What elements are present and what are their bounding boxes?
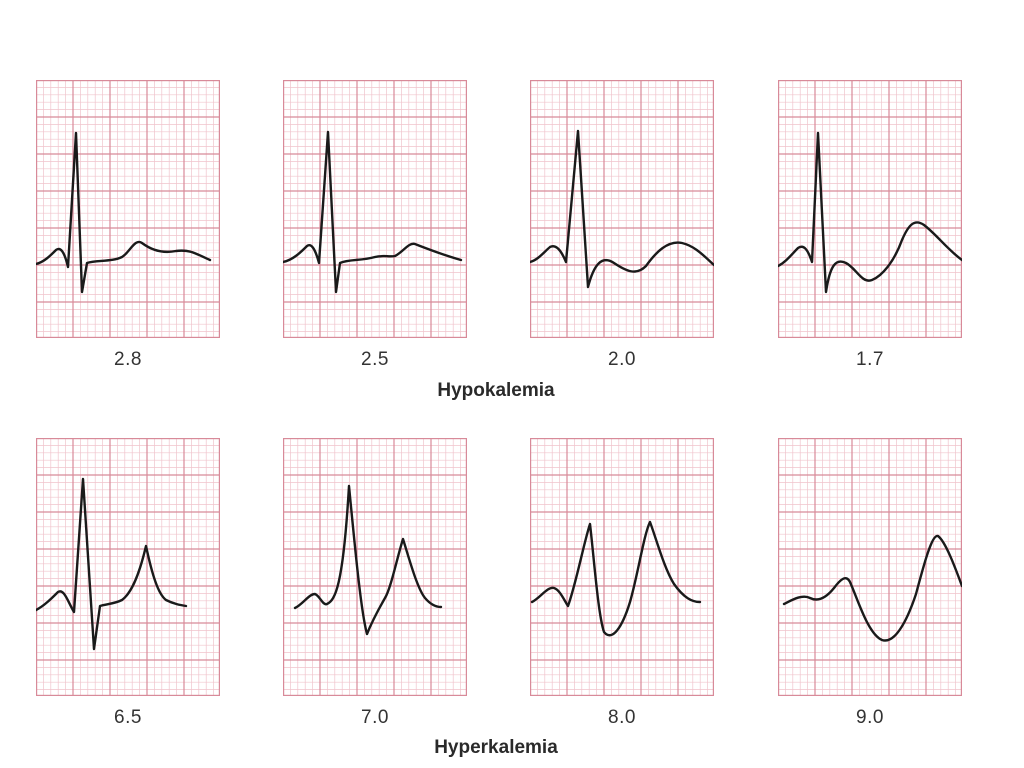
ecg-grid-2-0 (530, 80, 714, 338)
ecg-strip-8-0 (530, 438, 714, 696)
ecg-strip-2-0 (530, 80, 714, 338)
potassium-level-label: 2.5 (361, 349, 389, 370)
ecg-trace-7-0 (293, 484, 443, 636)
ecg-grid-6-5 (36, 438, 220, 696)
ecg-strip-2-8 (36, 80, 220, 338)
ecg-grid-8-0 (530, 438, 714, 696)
ecg-trace-9-0 (782, 534, 962, 642)
potassium-level-label: 2.0 (608, 349, 636, 370)
ecg-strip-6-5 (36, 438, 220, 696)
ecg-grid-2-8 (36, 80, 220, 338)
potassium-level-label: 7.0 (361, 707, 389, 728)
ecg-strip-2-5 (283, 80, 467, 338)
ecg-trace-8-0 (530, 520, 702, 637)
ecg-grid-9-0 (778, 438, 962, 696)
potassium-level-label: 9.0 (856, 707, 884, 728)
ecg-trace-2-8 (36, 131, 212, 294)
ecg-trace-2-0 (530, 129, 714, 289)
ecg-grid-1-7 (778, 80, 962, 338)
ecg-trace-2-5 (283, 130, 463, 294)
ecg-trace-1-7 (778, 131, 962, 294)
ecg-strip-7-0 (283, 438, 467, 696)
ecg-strip-1-7 (778, 80, 962, 338)
potassium-level-label: 2.8 (114, 349, 142, 370)
ecg-grid-7-0 (283, 438, 467, 696)
hypokalemia-title: Hypokalemia (437, 380, 555, 401)
ecg-strip-9-0 (778, 438, 962, 696)
potassium-level-label: 8.0 (608, 707, 636, 728)
potassium-level-label: 6.5 (114, 707, 142, 728)
potassium-level-label: 1.7 (856, 349, 884, 370)
ecg-trace-6-5 (36, 477, 188, 651)
ecg-grid-2-5 (283, 80, 467, 338)
hyperkalemia-title: Hyperkalemia (434, 737, 558, 758)
